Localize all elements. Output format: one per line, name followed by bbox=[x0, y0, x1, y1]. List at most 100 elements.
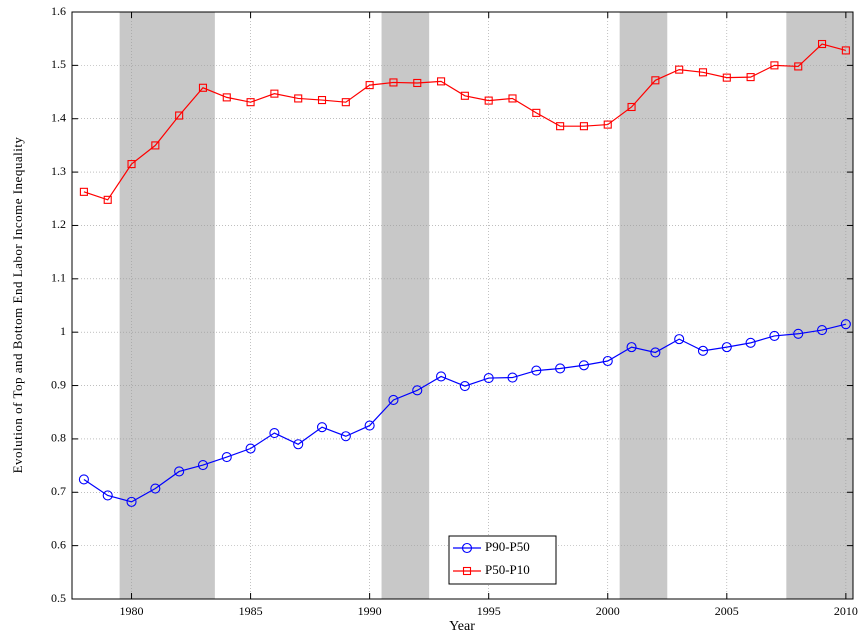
y-tick-label: 0.9 bbox=[51, 377, 66, 391]
marker bbox=[389, 78, 398, 87]
y-tick-label: 1.2 bbox=[51, 217, 66, 231]
marker bbox=[745, 337, 756, 348]
marker bbox=[793, 328, 804, 339]
recession-band bbox=[119, 12, 215, 599]
marker bbox=[794, 62, 803, 71]
recession-band bbox=[619, 12, 668, 599]
legend-label: P90-P50 bbox=[485, 539, 530, 554]
marker bbox=[698, 68, 708, 77]
marker bbox=[578, 360, 589, 371]
plot-frame bbox=[71, 11, 854, 600]
marker bbox=[79, 187, 88, 196]
x-tick-label: 1990 bbox=[358, 604, 382, 618]
marker bbox=[78, 474, 89, 485]
y-tick-label: 1 bbox=[60, 324, 66, 338]
y-tick-label: 1.4 bbox=[51, 110, 66, 124]
marker bbox=[222, 93, 231, 102]
x-tick-label: 1985 bbox=[239, 604, 263, 618]
marker bbox=[221, 452, 232, 463]
marker bbox=[246, 98, 255, 107]
marker bbox=[626, 342, 637, 353]
y-tick-label: 1.1 bbox=[51, 271, 66, 285]
marker bbox=[461, 542, 473, 554]
marker bbox=[412, 385, 423, 396]
marker bbox=[459, 381, 470, 392]
x-tick-label: 2010 bbox=[834, 604, 858, 618]
marker bbox=[388, 394, 399, 406]
marker bbox=[507, 372, 518, 383]
legend-label: P50-P10 bbox=[485, 562, 530, 577]
marker bbox=[175, 111, 184, 120]
series-line bbox=[83, 323, 847, 503]
series-line bbox=[83, 43, 847, 201]
marker bbox=[103, 195, 112, 204]
marker bbox=[531, 365, 542, 376]
y-tick-label: 0.6 bbox=[51, 537, 66, 551]
marker bbox=[270, 89, 279, 98]
y-tick-label: 0.5 bbox=[51, 591, 66, 605]
marker bbox=[579, 122, 588, 131]
x-tick-label: 2000 bbox=[596, 604, 620, 618]
marker bbox=[294, 94, 303, 103]
marker bbox=[770, 61, 779, 70]
x-tick-label: 1995 bbox=[477, 604, 501, 618]
marker bbox=[627, 102, 636, 112]
y-tick-label: 1.6 bbox=[51, 4, 66, 18]
marker bbox=[484, 96, 493, 105]
recession-band bbox=[786, 12, 853, 599]
marker bbox=[483, 373, 494, 384]
x-axis-label: Year bbox=[449, 619, 475, 634]
marker bbox=[197, 460, 209, 471]
marker bbox=[721, 342, 732, 353]
marker bbox=[840, 319, 851, 330]
y-axis-label: Evolution of Top and Bottom End Labor In… bbox=[10, 137, 25, 474]
recession-band bbox=[381, 12, 430, 599]
marker bbox=[462, 566, 472, 576]
marker bbox=[150, 483, 161, 494]
marker bbox=[174, 466, 185, 477]
marker bbox=[697, 345, 709, 356]
marker bbox=[198, 83, 208, 92]
marker bbox=[650, 347, 661, 358]
marker bbox=[651, 76, 660, 85]
marker bbox=[508, 94, 517, 103]
marker bbox=[364, 420, 375, 431]
marker bbox=[340, 431, 351, 442]
marker bbox=[674, 334, 685, 345]
marker bbox=[316, 422, 328, 433]
x-tick-label: 1980 bbox=[120, 604, 144, 618]
legend-box bbox=[448, 535, 557, 585]
marker bbox=[102, 490, 113, 501]
marker bbox=[841, 46, 850, 55]
marker bbox=[769, 330, 780, 341]
marker bbox=[722, 73, 731, 82]
y-tick-label: 0.7 bbox=[51, 484, 66, 498]
marker bbox=[555, 363, 566, 374]
marker bbox=[269, 427, 280, 439]
y-tick-label: 0.8 bbox=[51, 431, 66, 445]
y-tick-label: 1.3 bbox=[51, 164, 66, 178]
marker bbox=[126, 496, 137, 507]
marker bbox=[437, 77, 446, 86]
marker bbox=[293, 439, 304, 450]
marker bbox=[413, 78, 422, 88]
marker bbox=[365, 81, 374, 90]
marker bbox=[127, 160, 136, 169]
marker bbox=[746, 73, 755, 82]
marker bbox=[675, 65, 684, 74]
marker bbox=[460, 91, 469, 100]
marker bbox=[532, 108, 541, 117]
marker bbox=[602, 355, 613, 367]
marker bbox=[341, 98, 350, 107]
marker bbox=[816, 324, 828, 336]
marker bbox=[317, 96, 327, 105]
marker bbox=[556, 122, 565, 131]
marker bbox=[245, 443, 256, 454]
marker bbox=[817, 39, 827, 49]
y-tick-label: 1.5 bbox=[51, 57, 66, 71]
x-tick-label: 2005 bbox=[715, 604, 739, 618]
marker bbox=[151, 141, 160, 150]
marker bbox=[603, 120, 612, 129]
marker bbox=[436, 371, 447, 382]
